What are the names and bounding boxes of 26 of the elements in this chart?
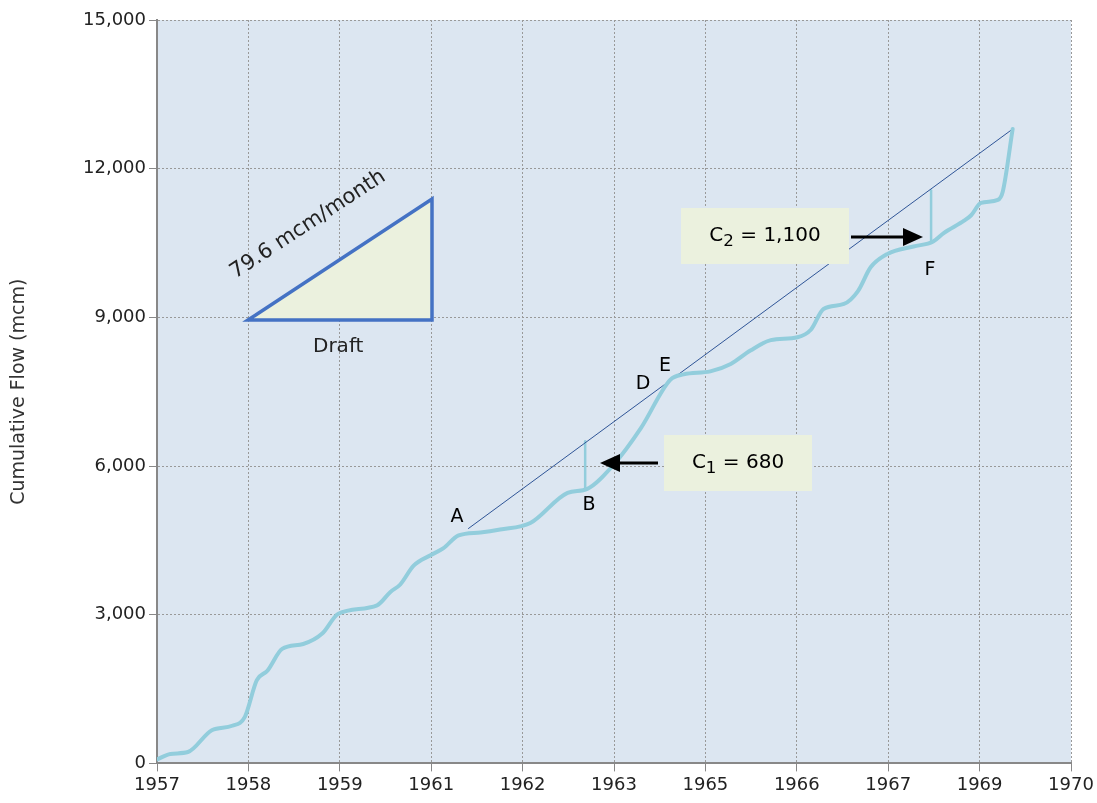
y-tick-label: 3,000 [94, 602, 146, 624]
annotation: C$_{2}$ = 1,100 [681, 208, 849, 264]
x-tick-label: 1970 [1048, 772, 1094, 794]
x-tick-label: 1969 [956, 772, 1003, 794]
annotation: A [450, 504, 464, 526]
annotation: E [658, 353, 672, 375]
x-tick-label: 1965 [682, 772, 729, 794]
y-tick-label: 0 [134, 751, 146, 773]
x-tick-label: 1967 [865, 772, 912, 794]
y-axis-title: Cumulative Flow (mcm) [6, 278, 29, 505]
y-tick-label: 15,000 [83, 7, 146, 29]
x-tick-label: 1966 [773, 772, 820, 794]
annotation: F [924, 257, 936, 279]
x-tick-label: 1962 [499, 772, 546, 794]
annotation: B [582, 492, 596, 514]
annotation: C$_{1}$ = 680 [664, 435, 812, 491]
y-tick-label: 12,000 [83, 156, 146, 178]
annotation: D [635, 371, 651, 393]
y-tick-label: 6,000 [94, 453, 146, 475]
x-tick-label: 1959 [316, 772, 363, 794]
annotation: Draft [313, 333, 364, 357]
x-tick-label: 1963 [591, 772, 637, 794]
x-tick-label: 1958 [225, 772, 272, 794]
x-tick-label: 1957 [134, 772, 180, 794]
x-tick-label: 1961 [408, 772, 455, 794]
y-tick-label: 9,000 [94, 305, 146, 327]
